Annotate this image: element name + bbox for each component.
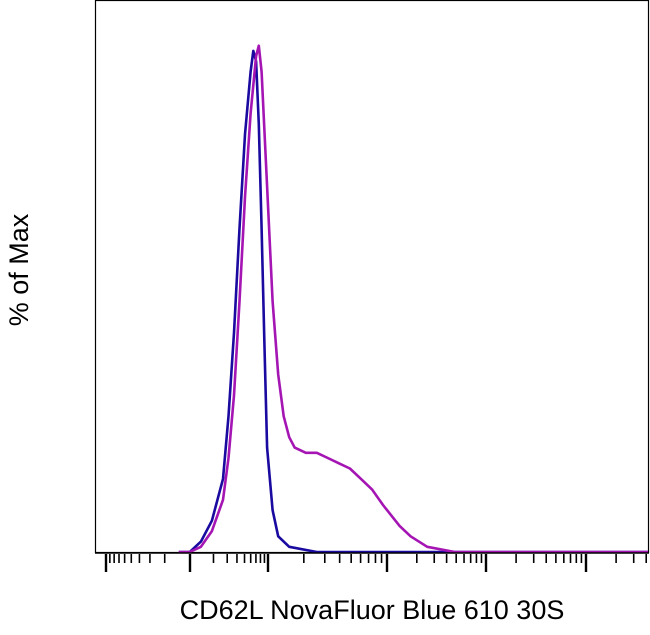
curves-group xyxy=(178,44,648,554)
y-axis-label: % of Max xyxy=(4,213,34,326)
series-line-2 xyxy=(178,44,648,554)
plot-frame xyxy=(94,0,650,554)
x-axis-ticks xyxy=(104,554,648,572)
x-axis-label: CD62L NovaFluor Blue 610 30S xyxy=(180,595,565,625)
